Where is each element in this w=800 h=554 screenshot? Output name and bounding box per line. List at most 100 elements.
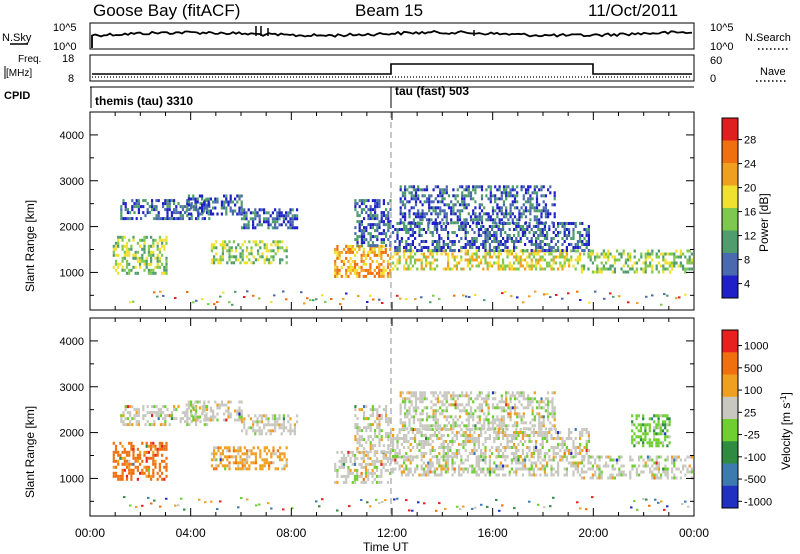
echo-cell — [550, 249, 553, 252]
echo-cell — [535, 400, 539, 404]
echo-cell — [384, 268, 387, 272]
echo-cell — [356, 450, 359, 454]
echo-cell — [453, 461, 456, 465]
echo-cell — [516, 397, 519, 401]
echo-cell — [505, 397, 508, 401]
echo-cell — [480, 470, 483, 474]
echo-cell — [443, 197, 446, 201]
echo-cell — [248, 240, 251, 244]
echo-cell — [130, 447, 133, 451]
echo-cell — [246, 261, 249, 265]
echo-cell — [392, 261, 395, 265]
echo-cell — [552, 237, 555, 240]
echo-cell — [150, 444, 153, 448]
echo-cell — [403, 455, 406, 458]
echo-cell — [484, 440, 487, 443]
echo-cell — [431, 234, 434, 237]
echo-cell — [358, 235, 361, 239]
echo-cell — [679, 264, 682, 268]
echo-cell — [581, 243, 584, 246]
echo-cell — [447, 264, 450, 268]
echo-cell — [528, 434, 531, 437]
echo-cell — [400, 470, 403, 474]
echo-cell — [544, 409, 547, 413]
echo-cell — [602, 264, 605, 268]
echo-cell — [349, 250, 352, 254]
echo-cell — [151, 208, 154, 212]
echo-cell — [466, 249, 469, 253]
echo-cell — [206, 408, 209, 412]
echo-cell — [427, 225, 430, 228]
echo-cell — [539, 267, 542, 271]
echo-cell — [431, 267, 434, 271]
echo-cell — [373, 253, 376, 257]
echo-cell — [515, 237, 518, 240]
echo-cell — [363, 426, 366, 430]
echo-cell — [374, 199, 377, 203]
echo-cell — [216, 412, 219, 416]
echo-cell — [175, 408, 178, 412]
echo-cell — [213, 452, 216, 456]
echo-cell — [618, 473, 621, 477]
echo-cell — [561, 255, 564, 259]
echo-cell — [141, 468, 144, 472]
echo-cell — [285, 458, 288, 462]
echo-cell — [485, 394, 488, 398]
echo-cell — [276, 240, 279, 244]
echo-cell — [434, 391, 437, 395]
echo-cell — [433, 258, 436, 262]
echo-cell — [477, 473, 480, 477]
echo-cell — [399, 412, 402, 416]
echo-cell — [549, 421, 552, 425]
echo-cell — [130, 462, 133, 466]
echo-cell — [354, 408, 357, 412]
echo-cell — [447, 464, 450, 468]
echo-cell — [135, 411, 138, 415]
echo-cell — [458, 452, 461, 455]
echo-cell — [436, 427, 440, 431]
echo-cell — [452, 206, 455, 210]
colorbar-swatch — [722, 140, 738, 164]
echo-cell — [336, 256, 339, 260]
echo-cell — [644, 252, 647, 256]
echo-cell — [347, 453, 350, 457]
echo-cell — [546, 464, 549, 468]
echo-cell — [563, 231, 566, 234]
echo-cell — [445, 188, 448, 192]
echo-cell — [458, 443, 461, 446]
echo-cell — [502, 215, 506, 219]
echo-cell — [453, 249, 456, 252]
echo-cell — [499, 464, 502, 468]
echo-cell — [622, 270, 625, 274]
echo-cell — [272, 255, 275, 259]
echo-cell — [276, 220, 279, 224]
echo-cell — [158, 468, 161, 472]
echo-cell — [548, 449, 551, 452]
echo-cell — [280, 432, 283, 436]
echo-cell — [648, 441, 651, 445]
echo-cell — [464, 228, 467, 231]
echo-cell — [489, 421, 492, 425]
echo-cell — [510, 249, 513, 253]
echo-cell — [394, 449, 397, 452]
echo-cell — [117, 238, 120, 242]
echo-cell — [633, 444, 636, 448]
echo-cell — [134, 271, 137, 275]
echo-cell — [487, 215, 490, 219]
echo-cell — [232, 455, 235, 459]
echo-cell — [263, 426, 266, 430]
echo-cell — [502, 473, 505, 477]
echo-cell — [414, 409, 418, 413]
echo-cell — [488, 234, 491, 237]
echo-cell — [662, 252, 665, 256]
echo-cell — [516, 421, 519, 425]
echo-cell — [596, 467, 599, 471]
echo-cell — [684, 293, 687, 296]
echo-cell — [420, 228, 423, 231]
echo-cell — [158, 250, 161, 254]
echo-cell — [494, 406, 497, 410]
echo-cell — [205, 206, 208, 210]
echo-cell — [389, 274, 392, 278]
echo-cell — [429, 449, 432, 452]
